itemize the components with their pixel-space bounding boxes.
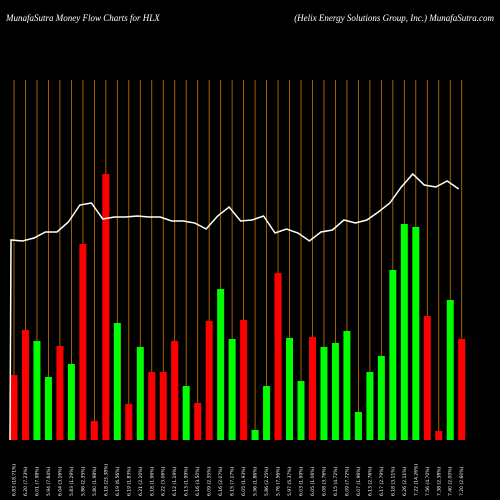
bar bbox=[331, 343, 339, 440]
bar bbox=[56, 346, 64, 440]
x-tick-label: 6.83 (18.71%) bbox=[12, 464, 18, 496]
bar bbox=[240, 320, 248, 440]
x-tick-label: 5.86 (2.35%) bbox=[80, 466, 86, 496]
x-tick-label: 6.19 (6.56%) bbox=[115, 466, 121, 496]
x-tick-label: 6.15 (4.72%) bbox=[333, 466, 339, 496]
x-tick-label: 6.22 (3.06%) bbox=[161, 466, 167, 496]
x-tick-label: 6.26 (2.11%) bbox=[402, 466, 408, 496]
bar bbox=[182, 386, 190, 440]
bar bbox=[251, 430, 259, 440]
bar bbox=[136, 347, 144, 440]
bar bbox=[228, 339, 236, 440]
bar bbox=[67, 364, 75, 440]
bar bbox=[113, 323, 121, 440]
bar bbox=[159, 372, 167, 440]
bar bbox=[21, 330, 29, 440]
bar bbox=[446, 300, 454, 440]
x-tick-label: 5.96 (1.86%) bbox=[253, 466, 259, 496]
bar bbox=[354, 412, 362, 440]
bar bbox=[90, 421, 98, 440]
x-tick-label: 6.18 (1.96%) bbox=[149, 466, 155, 496]
bar bbox=[412, 227, 420, 440]
bar bbox=[274, 273, 282, 440]
bar bbox=[10, 375, 18, 440]
bar bbox=[366, 372, 374, 440]
x-tick-label: 6.12 (1.19%) bbox=[172, 466, 178, 496]
bar bbox=[79, 244, 87, 440]
x-tick-label: 6.16 (3.50%) bbox=[195, 466, 201, 496]
x-tick-label: 5.97 (5.37%) bbox=[287, 466, 293, 496]
bar bbox=[171, 341, 179, 440]
price-line bbox=[9, 172, 460, 441]
x-tick-label: 5.80 (1.98%) bbox=[92, 466, 98, 496]
bar bbox=[458, 339, 466, 440]
x-tick-label: 6.17 (2.79%) bbox=[379, 466, 385, 496]
x-tick-label: 6.18 (3.11%) bbox=[390, 466, 396, 496]
x-tick-label: 7.56 (4.70%) bbox=[425, 466, 431, 496]
x-tick-label: 6.16 (2.07%) bbox=[218, 466, 224, 496]
bar bbox=[102, 174, 110, 440]
x-tick-label: 7.20 (2.60%) bbox=[459, 466, 465, 496]
bar bbox=[125, 404, 133, 440]
chart-subtitle: (Helix Energy Solutions Group, Inc.) Mun… bbox=[294, 13, 494, 23]
x-tick-label: 6.09 (7.72%) bbox=[344, 466, 350, 496]
bar bbox=[343, 331, 351, 440]
x-tick-label: 7.40 (2.00%) bbox=[448, 466, 454, 496]
x-tick-label: 6.13 (1.99%) bbox=[184, 466, 190, 496]
x-tick-label: 6.18 (23.38%) bbox=[103, 464, 109, 496]
x-tick-label: 6.15 (7.17%) bbox=[230, 466, 236, 496]
x-tick-label: 6.20 (7.23%) bbox=[23, 466, 29, 496]
x-tick-label: 6.05 (1.93%) bbox=[241, 466, 247, 496]
x-tick-label: 6.08 (3.76%) bbox=[321, 466, 327, 496]
x-tick-label: 5.76 (7.56%) bbox=[276, 466, 282, 496]
x-tick-label: 5.86 (2.25%) bbox=[264, 466, 270, 496]
bar bbox=[320, 347, 328, 440]
x-tick-label: 6.01 (7.98%) bbox=[34, 466, 40, 496]
bar bbox=[217, 289, 225, 440]
x-tick-label: 7.38 (2.38%) bbox=[436, 466, 442, 496]
x-tick-label: 7.22 (14.26%) bbox=[413, 464, 419, 496]
bar bbox=[389, 270, 397, 440]
bar bbox=[33, 341, 41, 440]
x-tick-label: 6.19 (1.83%) bbox=[126, 466, 132, 496]
x-tick-label: 5.94 (7.64%) bbox=[46, 466, 52, 496]
x-tick-label: 6.13 (2.76%) bbox=[367, 466, 373, 496]
chart-title: MunafaSutra Money Flow Charts for HLX bbox=[5, 13, 160, 23]
x-tick-label: 6.04 (3.16%) bbox=[57, 466, 63, 496]
x-tick-label: 6.21 (2.10%) bbox=[138, 466, 144, 496]
bar bbox=[286, 338, 294, 440]
x-tick-label: 6.07 (1.96%) bbox=[356, 466, 362, 496]
bar bbox=[377, 356, 385, 440]
bar bbox=[308, 337, 316, 440]
bar bbox=[263, 386, 271, 440]
x-tick-label: 6.03 (1.99%) bbox=[299, 466, 305, 496]
bar bbox=[297, 381, 305, 440]
bar bbox=[400, 224, 408, 440]
bar bbox=[148, 372, 156, 440]
x-tick-label: 5.83 (1.29%) bbox=[69, 466, 75, 496]
bar bbox=[194, 403, 202, 440]
x-tick-label: 6.05 (1.06%) bbox=[310, 466, 316, 496]
bar bbox=[44, 377, 52, 440]
x-tick-label: 6.09 (2.35%) bbox=[207, 466, 213, 496]
bar bbox=[423, 316, 431, 440]
bar bbox=[205, 321, 213, 440]
bar bbox=[435, 431, 443, 440]
